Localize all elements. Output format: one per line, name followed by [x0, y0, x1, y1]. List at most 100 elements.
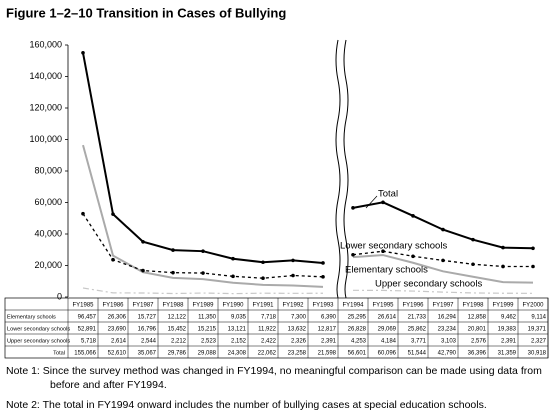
point — [531, 246, 535, 251]
table-value: 7,718 — [261, 315, 277, 321]
point — [381, 200, 385, 205]
point — [261, 276, 265, 281]
series-label: Total — [378, 189, 398, 200]
x-tick-label: FY1985 — [72, 303, 94, 309]
table-value: 15,727 — [138, 315, 157, 321]
table-value: 2,327 — [531, 339, 547, 345]
y-tick-label: 100,000 — [29, 134, 62, 144]
table-value: 31,359 — [498, 351, 517, 357]
row-header: Elementary schools — [7, 314, 56, 320]
table-value: 13,121 — [228, 327, 247, 333]
chart-title: Figure 1–2–10 Transition in Cases of Bul… — [6, 5, 286, 20]
point — [321, 275, 325, 279]
x-tick-label: FY1998 — [462, 303, 484, 309]
point — [381, 249, 385, 254]
row-header: Lower secondary schools — [7, 326, 70, 332]
table-value: 4,253 — [351, 339, 367, 345]
x-tick-label: FY1995 — [372, 303, 394, 309]
leader — [365, 195, 378, 209]
table-value: 6,390 — [321, 315, 337, 321]
table-value: 9,035 — [231, 315, 247, 321]
axis-break — [335, 39, 341, 299]
point — [141, 268, 145, 273]
point — [111, 257, 115, 262]
note: Note 1: Since the survey method was chan… — [6, 365, 542, 391]
table-value: 2,422 — [261, 339, 277, 345]
table-value: 26,614 — [378, 315, 397, 321]
table-value: 2,614 — [111, 339, 127, 345]
y-tick-label: 140,000 — [29, 71, 62, 81]
point — [411, 254, 415, 259]
x-tick-label: FY1989 — [192, 303, 214, 309]
table-value: 25,862 — [408, 327, 427, 333]
x-tick-label: FY1991 — [252, 303, 274, 309]
x-tick-label: FY1996 — [402, 303, 424, 309]
x-tick-label: FY1986 — [102, 303, 124, 309]
point — [81, 211, 85, 216]
axis-break — [343, 39, 349, 299]
point — [351, 252, 355, 257]
table-value: 19,371 — [528, 327, 547, 333]
series-line — [82, 52, 324, 264]
table-value: 2,326 — [291, 339, 307, 345]
point — [171, 270, 175, 275]
series-line — [82, 213, 324, 279]
table-value: 29,088 — [198, 351, 217, 357]
point — [321, 261, 325, 265]
table-value: 26,306 — [108, 315, 127, 321]
series-label: Elementary schools — [345, 265, 428, 276]
note: Note 2: The total in FY1994 onward inclu… — [6, 399, 487, 411]
point — [471, 262, 475, 267]
point — [261, 260, 265, 265]
point — [291, 258, 295, 263]
table-value: 23,690 — [108, 327, 127, 333]
table-value: 11,922 — [258, 327, 277, 333]
table-value: 23,234 — [438, 327, 457, 333]
series-line — [352, 254, 534, 284]
y-tick-label: 40,000 — [34, 228, 62, 238]
table-value: 2,391 — [501, 339, 517, 345]
point — [201, 249, 205, 253]
table-value: 12,817 — [318, 327, 337, 333]
table-value: 155,066 — [74, 351, 96, 357]
point — [231, 274, 235, 279]
y-tick-label: 0 — [57, 291, 62, 301]
series-line — [82, 287, 324, 295]
y-tick-label: 160,000 — [29, 39, 62, 49]
table-value: 51,544 — [408, 351, 427, 357]
point — [231, 256, 235, 261]
row-header: Upper secondary schools — [7, 338, 70, 344]
table-value: 35,067 — [138, 351, 157, 357]
point — [501, 245, 505, 250]
table-value: 3,771 — [411, 339, 427, 345]
table-value: 5,718 — [81, 339, 97, 345]
table-value: 2,544 — [141, 339, 157, 345]
point — [471, 237, 475, 242]
row-header: Total — [53, 350, 65, 356]
table-value: 29,069 — [378, 327, 397, 333]
table-value: 21,598 — [318, 351, 337, 357]
point — [531, 264, 535, 269]
table-value: 2,152 — [231, 339, 247, 345]
table-value: 9,462 — [501, 315, 517, 321]
table-value: 52,891 — [78, 327, 97, 333]
table-value: 7,300 — [291, 315, 307, 321]
point — [441, 258, 445, 263]
chart: Figure 1–2–10 Transition in Cases of Bul… — [4, 5, 549, 359]
table-value: 30,918 — [528, 351, 547, 357]
x-tick-label: FY1987 — [132, 303, 154, 309]
table-value: 23,258 — [288, 351, 307, 357]
table-value: 2,391 — [321, 339, 337, 345]
table-value: 26,828 — [348, 327, 367, 333]
point — [501, 264, 505, 269]
table-value: 11,350 — [198, 315, 217, 321]
table-value: 3,103 — [441, 339, 457, 345]
point — [411, 214, 415, 218]
series-line — [352, 289, 534, 294]
table-value: 12,122 — [168, 315, 187, 321]
y-tick-label: 20,000 — [34, 260, 62, 270]
table-value: 52,610 — [108, 351, 127, 357]
table-value: 2,576 — [471, 339, 487, 345]
table-value: 19,383 — [498, 327, 517, 333]
